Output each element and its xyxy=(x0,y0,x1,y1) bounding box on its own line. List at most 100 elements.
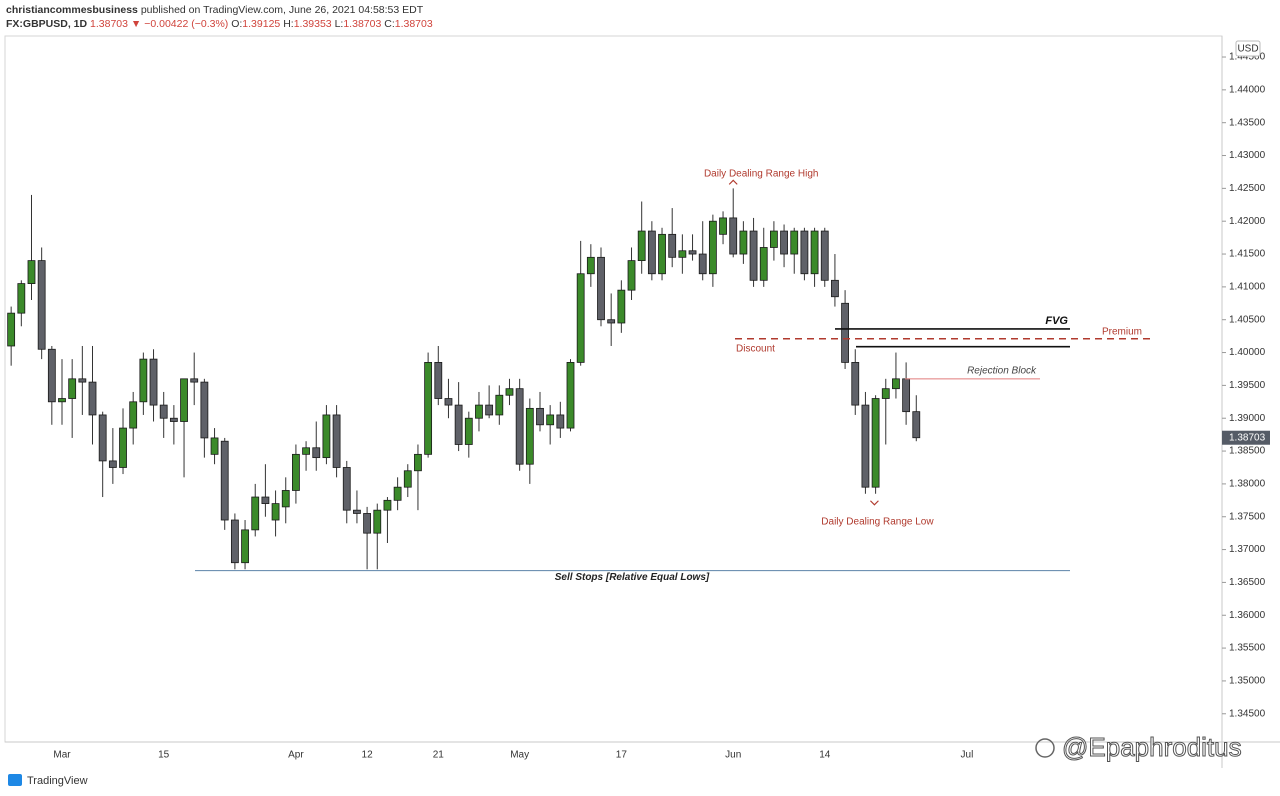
x-tick-label: Jun xyxy=(725,750,741,761)
fvg-label: FVG xyxy=(1045,315,1068,327)
candle-body xyxy=(353,509,361,514)
candle-body xyxy=(637,230,646,262)
candle-body xyxy=(658,233,666,275)
y-tick-label: 1.37000 xyxy=(1229,544,1266,555)
range-low-arrow xyxy=(870,500,879,506)
candle-body xyxy=(892,378,900,390)
candle-body xyxy=(678,250,687,258)
candle-body xyxy=(88,381,97,416)
candle-body xyxy=(536,407,544,426)
change: ▼ −0.00422 (−0.3%) xyxy=(131,18,228,30)
y-tick-label: 1.44000 xyxy=(1229,84,1266,95)
candle-body xyxy=(7,312,16,347)
candle-body xyxy=(363,513,372,534)
watermark-logo xyxy=(1035,738,1055,758)
candle-body xyxy=(586,256,595,275)
candle-body xyxy=(322,414,331,459)
y-tick-label: 1.40000 xyxy=(1229,347,1266,358)
author: christiancommesbusiness xyxy=(6,4,138,16)
o-key: O: xyxy=(231,18,242,30)
candle-body xyxy=(424,362,433,455)
currency: USD xyxy=(1237,44,1258,55)
candle-body xyxy=(444,398,453,406)
candle-body xyxy=(159,404,168,419)
candle-body xyxy=(627,260,636,291)
candle-body xyxy=(912,411,921,439)
x-tick-label: 14 xyxy=(819,750,831,761)
candle-body xyxy=(729,217,738,255)
candle-body xyxy=(902,378,911,413)
candle-body xyxy=(698,253,707,275)
candle-body xyxy=(495,394,504,416)
candle-body xyxy=(576,273,585,363)
candle-body xyxy=(434,362,443,399)
y-tick-label: 1.42500 xyxy=(1229,183,1266,194)
candle-body xyxy=(485,404,494,416)
y-tick-label: 1.42000 xyxy=(1229,216,1266,227)
candle-body xyxy=(556,414,565,429)
last-price-label: 1.38703 xyxy=(1229,432,1266,443)
y-tick-label: 1.37500 xyxy=(1229,511,1266,522)
x-tick-label: 15 xyxy=(158,750,170,761)
x-tick-label: May xyxy=(510,750,529,761)
candle-body xyxy=(292,453,300,491)
candle-body xyxy=(464,417,473,445)
y-tick-label: 1.34500 xyxy=(1229,708,1266,719)
currency-box xyxy=(1235,40,1261,57)
candle-body xyxy=(708,220,717,275)
c-value: 1.38703 xyxy=(395,18,433,30)
o-value: 1.39125 xyxy=(242,18,280,30)
candle-body xyxy=(17,283,26,314)
candle-body xyxy=(210,437,219,455)
candle-body xyxy=(68,378,77,399)
candle-body xyxy=(129,401,138,429)
candle-body xyxy=(800,230,809,275)
candle-body xyxy=(108,460,117,468)
y-tick-label: 1.39500 xyxy=(1229,380,1266,391)
candle-body xyxy=(383,499,392,511)
candle-body xyxy=(770,230,778,248)
last-price-marker xyxy=(1222,430,1270,445)
candle-body xyxy=(251,496,260,531)
candle-body xyxy=(393,486,402,501)
candle-body xyxy=(505,388,514,396)
candle-body xyxy=(617,289,626,324)
candle-body xyxy=(566,362,575,429)
candle-body xyxy=(749,230,758,281)
candle-body xyxy=(302,447,310,455)
y-tick-label: 1.36500 xyxy=(1229,577,1266,588)
x-tick-label: Jul xyxy=(961,750,974,761)
candle-body xyxy=(78,378,87,383)
candle-body xyxy=(607,319,616,324)
x-tick-label: 17 xyxy=(616,750,628,761)
candle-body xyxy=(525,407,534,465)
candle-body xyxy=(820,230,829,281)
sell-stops-label: Sell Stops [Relative Equal Lows] xyxy=(555,572,710,583)
candle-body xyxy=(281,490,290,508)
candle-body xyxy=(861,404,870,488)
published: published on TradingView.com, June 26, 2… xyxy=(141,4,424,16)
y-tick-label: 1.35000 xyxy=(1229,676,1266,687)
candle-body xyxy=(719,217,727,235)
y-tick-label: 1.44500 xyxy=(1229,52,1266,63)
candle-body xyxy=(98,414,107,462)
candle-body xyxy=(149,358,158,406)
candle-body xyxy=(454,404,463,445)
candle-body xyxy=(220,440,229,521)
candle-body xyxy=(841,302,849,363)
candle-body xyxy=(759,247,768,281)
candle-body xyxy=(851,362,860,406)
candle-body xyxy=(119,427,127,468)
x-tick-label: Apr xyxy=(288,750,304,761)
header-line-2: FX:GBPUSD, 1D 1.38703 ▼ −0.00422 (−0.3%)… xyxy=(6,18,433,30)
header-line-1: christiancommesbusiness published on Tra… xyxy=(6,4,424,16)
premium-label: Premium xyxy=(1102,326,1142,337)
candle-body xyxy=(881,388,890,399)
watermark: @Epaphroditus xyxy=(1062,732,1242,762)
candle-body xyxy=(688,250,697,255)
candle-body xyxy=(241,529,249,564)
candle-body xyxy=(668,233,677,258)
candle-body xyxy=(342,467,351,511)
h-key: H: xyxy=(283,18,294,30)
